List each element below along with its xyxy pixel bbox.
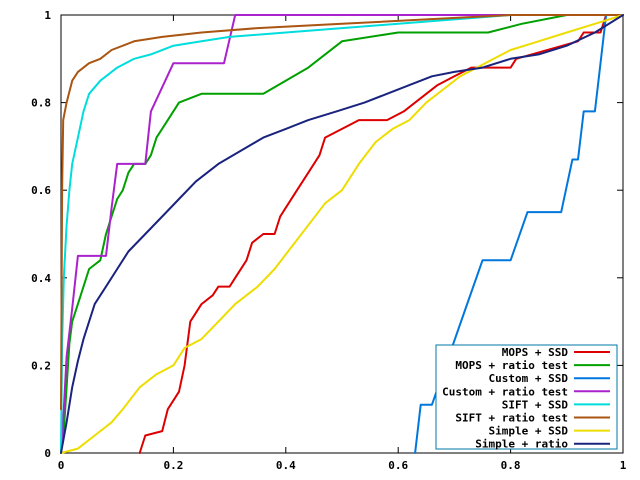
y-tick-label: 1	[44, 9, 51, 22]
legend-label: SIFT + SSD	[502, 398, 569, 411]
legend-label: Custom + SSD	[489, 372, 569, 385]
legend-label: Simple + SSD	[489, 425, 569, 438]
series-line-simple-ssd	[60, 14, 624, 454]
x-tick-label: 0.4	[276, 459, 296, 472]
legend-label: MOPS + ratio test	[455, 359, 568, 372]
series-line-sift-ssd	[60, 14, 624, 454]
y-tick-label: 0.2	[31, 359, 51, 372]
y-tick-label: 0.6	[31, 184, 51, 197]
legend-box	[435, 344, 618, 450]
y-tick-label: 0.4	[31, 272, 51, 285]
series-line-simple-ratio	[60, 14, 624, 454]
x-tick-label: 0.6	[388, 459, 408, 472]
legend-label: SIFT + ratio test	[455, 412, 568, 425]
y-tick-label: 0.8	[31, 97, 51, 110]
y-tick-label: 0	[44, 447, 51, 460]
series-line-sift-ratio-test	[60, 14, 624, 411]
axes: 0 0.2 0.4 0.6 0.8 1 0 0.2 0.4 0.6 0.8 1	[31, 9, 627, 472]
legend-label: MOPS + SSD	[502, 346, 569, 359]
x-tick-label: 0.2	[163, 459, 183, 472]
series-line-custom-ratio-test	[60, 14, 624, 454]
legend-label: Custom + ratio test	[442, 385, 568, 398]
x-tick-label: 1	[620, 459, 627, 472]
x-tick-label: 0.8	[501, 459, 521, 472]
legend-label: Simple + ratio	[475, 438, 568, 451]
x-tick-label: 0	[58, 459, 65, 472]
series-line-mops-ssd	[138, 14, 624, 454]
